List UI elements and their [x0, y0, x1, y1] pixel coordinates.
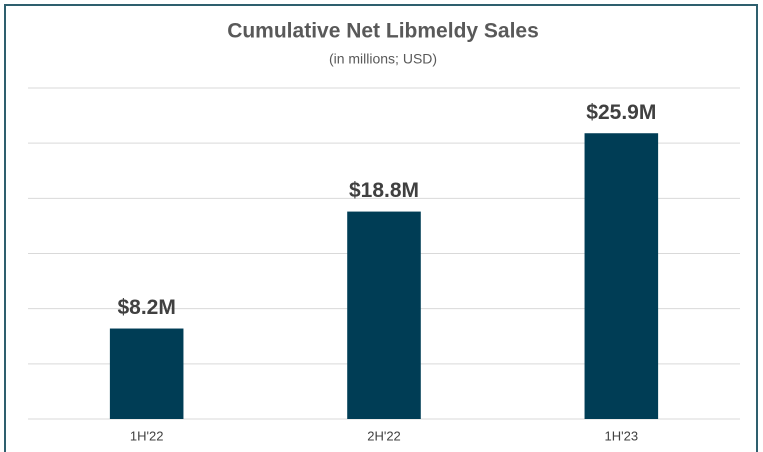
x-tick-label: 2H'22 [367, 428, 401, 443]
value-label: $18.8M [349, 179, 419, 202]
x-tick-label: 1H'23 [605, 428, 639, 443]
chart-subtitle: (in millions; USD) [329, 51, 437, 67]
bar [584, 133, 659, 419]
bar [109, 328, 184, 419]
value-label: $8.2M [117, 296, 175, 319]
chart-title: Cumulative Net Libmeldy Sales [227, 20, 539, 43]
value-label: $25.9M [586, 101, 656, 124]
bar [347, 211, 421, 419]
x-tick-label: 1H'22 [130, 428, 164, 443]
